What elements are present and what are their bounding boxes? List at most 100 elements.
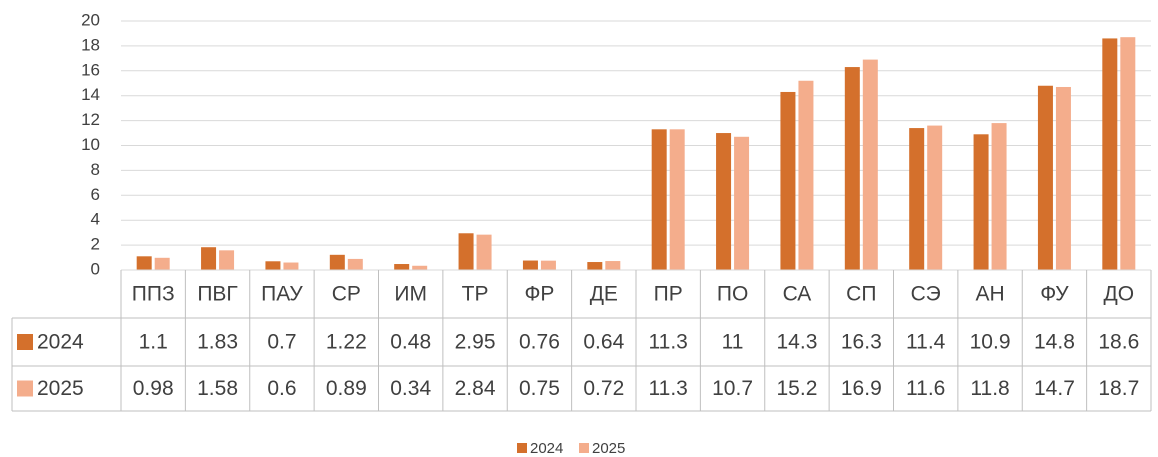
bar (1102, 38, 1118, 271)
table-value: 14.3 (777, 331, 818, 354)
y-tick-label: 8 (91, 160, 100, 179)
bar (927, 125, 943, 270)
bar (605, 261, 621, 270)
table-value: 0.34 (390, 377, 431, 400)
bar (844, 67, 860, 270)
table-value: 0.64 (583, 331, 624, 354)
table-value: 11.3 (649, 331, 688, 354)
table-value: 2.95 (455, 331, 496, 354)
table-value: 10.7 (712, 377, 753, 400)
table-value: 0.48 (390, 331, 431, 354)
y-tick-label: 10 (81, 135, 100, 154)
table-value: 0.6 (267, 377, 296, 400)
bar (1120, 37, 1136, 271)
table-value: 0.7 (267, 331, 296, 354)
table-series-name: 2024 (37, 331, 84, 354)
x-tick-label: ПР (654, 283, 683, 306)
x-tick-label: ПВГ (197, 283, 237, 306)
table-value: 18.7 (1098, 377, 1139, 400)
y-tick-label: 0 (91, 259, 100, 278)
table-series-name: 2025 (37, 377, 84, 400)
bar (201, 247, 217, 270)
table-value: 1.1 (139, 331, 168, 354)
legend-label: 2025 (592, 440, 625, 457)
bar (394, 264, 410, 270)
bar (458, 233, 474, 270)
legend-key (579, 443, 589, 453)
x-tick-label: ФУ (1040, 283, 1069, 306)
bar (862, 59, 878, 270)
bar (651, 129, 667, 270)
bar (347, 258, 363, 270)
bar (329, 254, 345, 270)
bar (973, 134, 989, 270)
bar (780, 91, 796, 270)
bar (716, 133, 732, 270)
bar (476, 234, 492, 270)
x-tick-label: ДО (1104, 283, 1135, 306)
table-legend-key (17, 380, 33, 397)
table-value: 0.75 (519, 377, 560, 400)
table-value: 11.4 (906, 331, 946, 354)
x-tick-label: ППЗ (132, 283, 175, 306)
legend-label: 2024 (530, 440, 563, 457)
bar (522, 260, 538, 270)
bar (909, 128, 925, 270)
table-value: 10.9 (970, 331, 1011, 354)
table-value: 11.6 (906, 377, 945, 400)
x-tick-label: ФР (524, 283, 554, 306)
bar (587, 262, 603, 270)
table-value: 18.6 (1098, 331, 1139, 354)
bar (283, 262, 299, 270)
y-tick-label: 16 (81, 60, 100, 79)
x-tick-label: СП (846, 283, 876, 306)
x-tick-label: СР (332, 283, 361, 306)
table-value: 14.8 (1034, 331, 1075, 354)
table-value: 14.7 (1034, 377, 1075, 400)
table-value: 1.83 (197, 331, 238, 354)
bar (1055, 86, 1071, 270)
x-tick-label: АН (975, 283, 1004, 306)
x-tick-label: ПАУ (261, 283, 303, 306)
table-value: 0.76 (519, 331, 560, 354)
table-value: 11.8 (970, 377, 1009, 400)
bar (412, 265, 428, 270)
y-tick-label: 14 (81, 85, 100, 104)
table-value: 0.72 (583, 377, 624, 400)
table-value: 0.89 (326, 377, 367, 400)
table-value: 1.22 (326, 331, 367, 354)
legend-key (517, 443, 527, 453)
table-value: 11 (722, 331, 744, 354)
table-value: 1.58 (197, 377, 238, 400)
bar (669, 129, 685, 270)
x-tick-label: СА (783, 283, 812, 306)
y-tick-label: 6 (91, 185, 100, 204)
table-value: 16.9 (841, 377, 882, 400)
table-value: 11.3 (649, 377, 688, 400)
bar (1037, 85, 1053, 271)
table-value: 2.84 (455, 377, 496, 400)
table-value: 16.3 (841, 331, 882, 354)
x-tick-label: ДЕ (590, 283, 618, 306)
bar (991, 123, 1007, 270)
table-value: 0.98 (133, 377, 174, 400)
y-tick-label: 20 (81, 10, 100, 29)
bar (154, 257, 170, 270)
bar (265, 261, 281, 270)
bar (540, 260, 556, 270)
x-tick-label: ИМ (394, 283, 427, 306)
x-tick-label: ТР (462, 283, 489, 306)
y-tick-label: 2 (91, 235, 100, 254)
table-value: 15.2 (777, 377, 818, 400)
y-tick-label: 4 (91, 210, 100, 229)
x-tick-label: СЭ (911, 283, 941, 306)
bar (219, 250, 235, 270)
bar (136, 256, 152, 270)
x-tick-label: ПО (717, 283, 748, 306)
bar (734, 136, 750, 270)
bar (798, 80, 814, 270)
y-tick-label: 18 (81, 35, 100, 54)
table-legend-key (17, 334, 33, 350)
y-tick-label: 12 (81, 110, 100, 129)
